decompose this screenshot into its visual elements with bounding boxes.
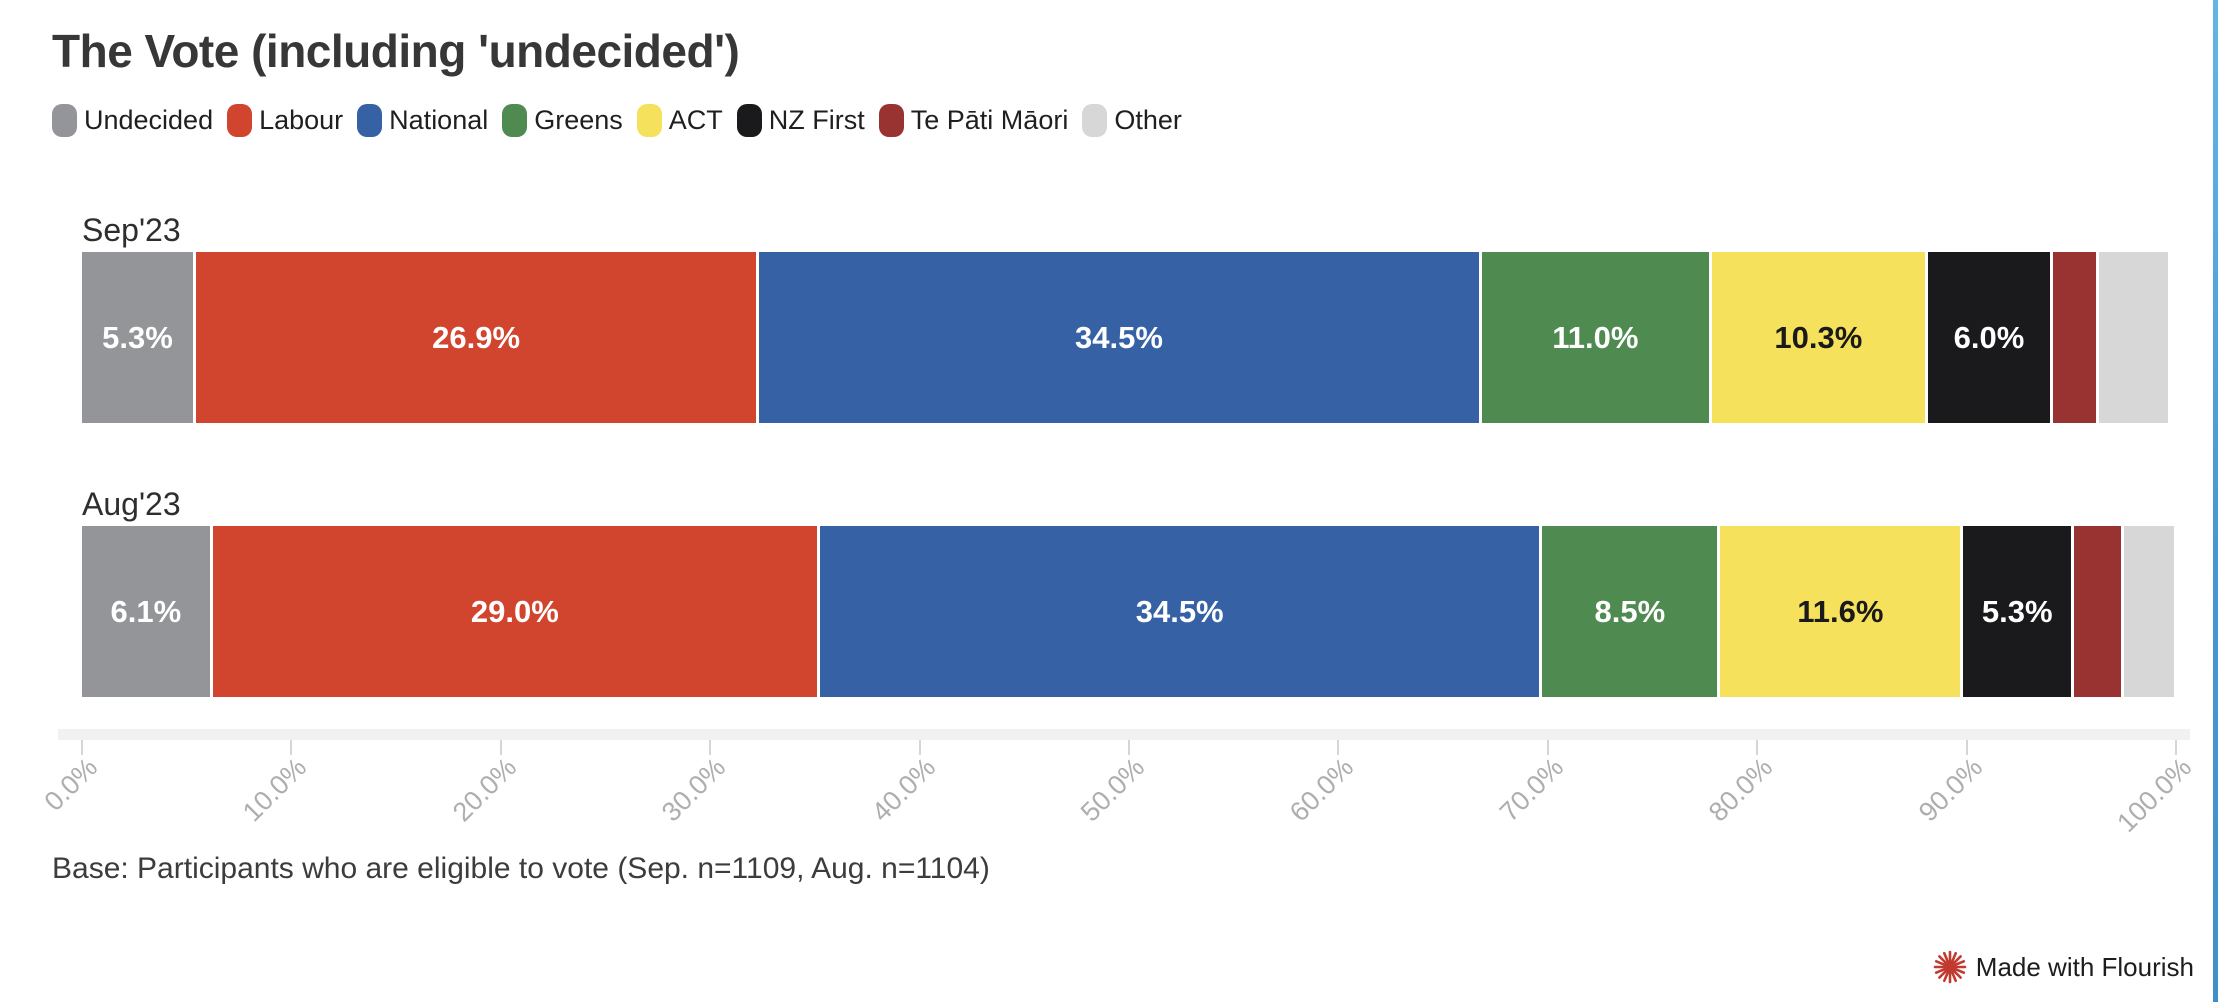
bar-segment-other[interactable] — [2121, 526, 2174, 697]
axis-tick — [709, 740, 712, 755]
axis-tick — [1128, 740, 1130, 755]
bar-segment-act[interactable]: 11.6% — [1717, 526, 1961, 697]
flourish-credit-label: Made with Flourish — [1975, 951, 2194, 982]
legend-item-nz-first[interactable]: NZ First — [736, 104, 865, 137]
legend-swatch-icon — [878, 104, 904, 137]
bar-segment-act[interactable]: 10.3% — [1709, 252, 1925, 423]
legend-swatch-icon — [52, 104, 77, 137]
bar-segment-labour[interactable]: 29.0% — [209, 526, 817, 697]
axis-tick — [2175, 740, 2177, 755]
flourish-logo-icon — [1933, 950, 1967, 984]
axis-tick — [1337, 740, 1340, 755]
legend-label: Other — [1114, 105, 1182, 135]
base-note: Base: Participants who are eligible to v… — [52, 852, 990, 885]
bar-segment-greens[interactable]: 11.0% — [1478, 252, 1709, 423]
bar-segment-other[interactable] — [2096, 252, 2168, 423]
legend-item-greens[interactable]: Greens — [502, 104, 623, 137]
axis-tick — [1756, 740, 1759, 755]
axis-tick-label: 0.0% — [38, 752, 104, 817]
axis-tick-label: 80.0% — [1703, 752, 1779, 828]
window-edge-scrollbar[interactable] — [2213, 0, 2218, 1002]
axis-tick-label: 100.0% — [2111, 752, 2198, 838]
bar-segment-national[interactable]: 34.5% — [756, 252, 1479, 423]
legend-swatch-icon — [502, 104, 528, 137]
axis-tick — [81, 740, 83, 755]
bar-segment-te-p-ti-m-ori[interactable] — [2050, 252, 2097, 423]
bar-segment-undecided[interactable]: 5.3% — [82, 252, 193, 423]
axis-tick-label: 40.0% — [865, 752, 941, 828]
axis-tick — [1965, 740, 1968, 755]
stacked-bar-sep23: 5.3% 26.9% 34.5% 11.0% 10.3% 6.0% — [82, 252, 2176, 423]
stacked-bar-aug23: 6.1% 29.0% 34.5% 8.5% 11.6% 5.3% — [82, 526, 2176, 697]
legend-item-act[interactable]: ACT — [636, 104, 723, 137]
bar-segment-undecided[interactable]: 6.1% — [82, 526, 210, 697]
legend: Undecided Labour National Greens ACT NZ First… — [52, 104, 1182, 137]
legend-swatch-icon — [227, 104, 253, 137]
bar-segment-nz-first[interactable]: 6.0% — [1924, 252, 2051, 423]
legend-label: NZ First — [768, 105, 865, 135]
legend-swatch-icon — [1082, 104, 1108, 137]
axis-tick-label: 20.0% — [446, 752, 523, 828]
bar-segment-greens[interactable]: 8.5% — [1539, 526, 1718, 697]
row-label-aug23: Aug'23 — [82, 486, 181, 522]
legend-item-undecided[interactable]: Undecided — [52, 104, 213, 137]
legend-item-labour[interactable]: Labour — [227, 104, 343, 137]
axis-tick-label: 60.0% — [1284, 752, 1360, 828]
axis-tick — [290, 740, 293, 755]
axis-tick-label: 10.0% — [237, 752, 313, 828]
legend-label: Undecided — [84, 105, 214, 135]
x-axis-line — [58, 729, 2190, 740]
legend-item-national[interactable]: National — [357, 104, 488, 137]
flourish-credit-link[interactable]: Made with Flourish — [1933, 950, 2194, 984]
legend-label: Te Pāti Māori — [910, 105, 1069, 135]
bar-segment-te-p-ti-m-ori[interactable] — [2071, 526, 2122, 697]
axis-tick-label: 90.0% — [1912, 752, 1988, 828]
legend-item-te-p-ti-m-ori[interactable]: Te Pāti Māori — [878, 104, 1069, 137]
axis-tick-label: 50.0% — [1074, 752, 1151, 828]
legend-swatch-icon — [357, 104, 383, 137]
chart-title: The Vote (including 'undecided') — [52, 25, 740, 77]
legend-label: Labour — [259, 105, 344, 135]
legend-label: Greens — [534, 105, 623, 135]
axis-tick — [918, 740, 921, 755]
legend-label: ACT — [668, 105, 723, 135]
legend-swatch-icon — [636, 104, 662, 137]
legend-label: National — [389, 105, 489, 135]
bar-segment-nz-first[interactable]: 5.3% — [1960, 526, 2072, 697]
bar-segment-labour[interactable]: 26.9% — [192, 252, 757, 423]
legend-item-other[interactable]: Other — [1082, 104, 1182, 137]
axis-tick-label: 30.0% — [656, 752, 732, 828]
row-label-sep23: Sep'23 — [82, 212, 181, 248]
bar-segment-national[interactable]: 34.5% — [816, 526, 1540, 697]
axis-tick — [499, 740, 502, 755]
axis-tick-label: 70.0% — [1493, 752, 1570, 828]
axis-tick — [1546, 740, 1549, 755]
legend-swatch-icon — [736, 104, 762, 137]
